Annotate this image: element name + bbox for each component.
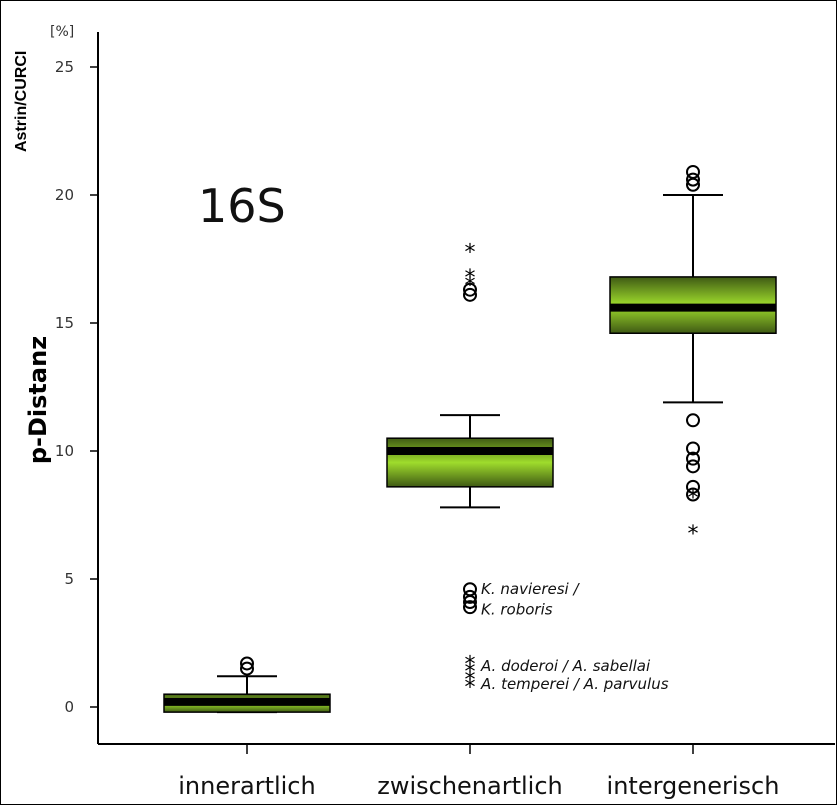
outlier-circle	[463, 589, 477, 604]
category-label: intergenerisch	[607, 772, 780, 800]
outlier-star: *	[465, 240, 476, 265]
y-axis-title: p-Distanz	[24, 336, 52, 464]
outlier-circle	[686, 479, 700, 494]
boxes: *********	[163, 164, 777, 714]
outlier-circle	[463, 600, 477, 615]
outlier-star: *	[465, 676, 476, 701]
outlier-star: *	[688, 522, 699, 547]
box-zwischenartlich: *******	[386, 240, 554, 701]
category-label: zwischenartlich	[377, 772, 563, 800]
y-tick-label: 5	[64, 570, 74, 588]
outlier-star: *	[465, 660, 476, 685]
outlier-star: *	[465, 652, 476, 677]
annotation-label: K. roboris	[481, 601, 553, 619]
outlier-circle	[240, 661, 254, 676]
box-body	[386, 437, 554, 488]
annotation-label: A. doderoi / A. sabellai	[480, 657, 651, 675]
outlier-circle	[463, 282, 477, 297]
y-tick-label: 15	[55, 314, 74, 332]
box-intergenerisch: **	[609, 164, 777, 547]
outlier-star: *	[688, 486, 699, 511]
x-ticks: innerartlich zwischenartlich intergenerisc…	[178, 744, 779, 800]
outlier-circle	[686, 487, 700, 502]
corner-label: Astrin/CURCI	[13, 51, 30, 152]
outlier-circle	[463, 287, 477, 302]
outlier-star: *	[465, 668, 476, 693]
y-tick-label: 10	[55, 442, 74, 460]
outlier-circle	[686, 164, 700, 179]
outlier-circle	[686, 172, 700, 187]
outlier-circle	[686, 451, 700, 466]
outlier-circle	[463, 582, 477, 597]
y-tick-label: 0	[64, 698, 74, 716]
y-tick-label: 20	[55, 186, 74, 204]
y-tick-label: 25	[55, 58, 74, 76]
y-ticks: 0 5 10 15 20 25	[55, 58, 98, 716]
box-innerartlich	[163, 656, 331, 714]
annotation-label: A. temperei / A. parvulus	[480, 675, 669, 693]
outlier-circle	[686, 459, 700, 474]
annotations: K. navieresi / K. roboris A. doderoi / A. …	[480, 580, 669, 693]
gene-label: 16S	[198, 179, 286, 233]
y-unit-label: [%]	[50, 24, 74, 40]
outlier-circle	[686, 413, 700, 428]
category-label: innerartlich	[178, 772, 315, 800]
outlier-circle	[686, 441, 700, 456]
outlier-star: *	[465, 266, 476, 291]
annotation-label: K. navieresi /	[481, 580, 580, 598]
outlier-star: *	[465, 274, 476, 299]
outlier-circle	[240, 656, 254, 671]
